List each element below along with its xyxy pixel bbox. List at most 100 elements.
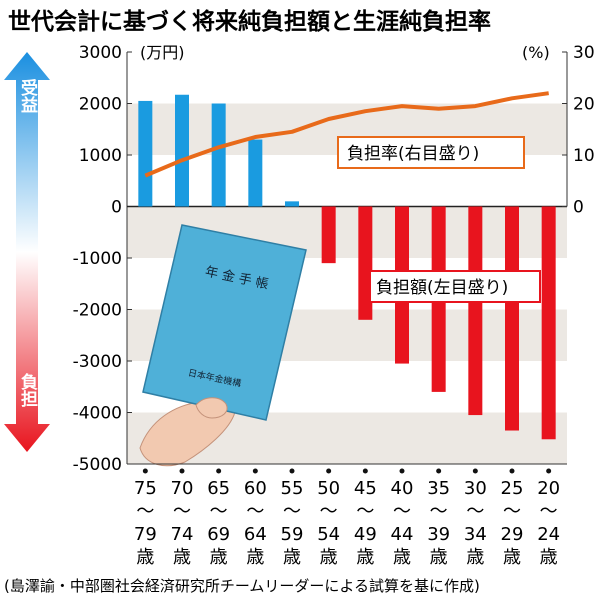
bar xyxy=(321,206,336,264)
category-label: 25〜29歳 xyxy=(501,478,524,568)
category-dot xyxy=(472,468,478,474)
category-label-part: 29 xyxy=(501,524,524,545)
right-tick-label: 10 xyxy=(573,146,595,166)
left-tick-label: 1000 xyxy=(79,146,122,166)
category-label-part: 歳 xyxy=(173,547,191,568)
category-dot xyxy=(399,468,405,474)
left-tick-label: 3000 xyxy=(79,43,122,63)
left-tick-label: -4000 xyxy=(73,404,122,424)
category-label-part: 45 xyxy=(354,478,377,499)
category-label-part: 〜 xyxy=(466,501,484,522)
left-axis-unit: (万円) xyxy=(140,43,185,62)
right-axis: 30 20 10 0 xyxy=(562,43,595,218)
bar xyxy=(211,103,226,207)
left-axis: 3000 2000 1000 0 -1000 -2000 -3000 -4000 -5000 xyxy=(73,43,567,475)
category-dot xyxy=(509,468,515,474)
category-label-part: 34 xyxy=(464,524,487,545)
burden-bars xyxy=(138,94,556,440)
category-label: 65〜69歳 xyxy=(207,478,230,568)
category-label-part: 30 xyxy=(464,478,487,499)
category-label: 55〜59歳 xyxy=(281,478,304,568)
left-tick-label: 0 xyxy=(111,198,122,218)
category-label-part: 59 xyxy=(281,524,304,545)
left-tick-label: -1000 xyxy=(73,249,122,269)
benefit-burden-arrow xyxy=(4,52,50,452)
category-label-part: 25 xyxy=(501,478,524,499)
category-label-part: 70 xyxy=(171,478,194,499)
category-label-part: 〜 xyxy=(173,501,191,522)
category-label-part: 64 xyxy=(244,524,267,545)
category-label: 45〜49歳 xyxy=(354,478,377,568)
x-axis: 75〜79歳70〜74歳65〜69歳60〜64歳55〜59歳50〜54歳45〜4… xyxy=(127,463,567,568)
series-line xyxy=(144,91,549,178)
left-tick-label: -3000 xyxy=(73,352,122,372)
left-tick-label: 2000 xyxy=(79,95,122,115)
category-label-part: 〜 xyxy=(283,501,301,522)
category-label-part: 40 xyxy=(391,478,414,499)
bar xyxy=(541,206,556,440)
source-note: (島澤諭・中部圏社会経済研究所チームリーダーによる試算を基に作成) xyxy=(4,577,480,595)
category-label-part: 〜 xyxy=(210,501,228,522)
category-label-part: 39 xyxy=(427,524,450,545)
category-label: 30〜34歳 xyxy=(464,478,487,568)
category-dot xyxy=(179,468,185,474)
category-label-part: 歳 xyxy=(136,547,154,568)
category-label-part: 歳 xyxy=(246,547,264,568)
bar xyxy=(358,206,373,320)
line-callout-box xyxy=(337,136,525,169)
category-label-part: 〜 xyxy=(430,501,448,522)
category-label-part: 24 xyxy=(537,524,560,545)
grid-bands xyxy=(127,103,567,464)
category-dot xyxy=(216,468,222,474)
category-label-part: 20 xyxy=(537,478,560,499)
pension-passbook-illustration: 年 金 手 帳 日本年金機構 xyxy=(139,224,307,467)
category-dot xyxy=(326,468,332,474)
bar-callout-box xyxy=(369,270,541,303)
right-tick-label: 0 xyxy=(573,198,584,218)
benefit-label: 受益 xyxy=(17,78,38,113)
burden-rate-line xyxy=(144,91,549,178)
category-label-part: 35 xyxy=(427,478,450,499)
category-dot xyxy=(252,468,258,474)
category-label-part: 〜 xyxy=(540,501,558,522)
category-label-part: 〜 xyxy=(503,501,521,522)
category-dot xyxy=(436,468,442,474)
category-label-part: 50 xyxy=(317,478,340,499)
left-tick-label: -2000 xyxy=(73,301,122,321)
bar xyxy=(505,206,519,431)
bar-callout: 負担額(左目盛り) xyxy=(376,278,508,298)
left-tick-label: -5000 xyxy=(73,455,122,475)
category-label-part: 歳 xyxy=(503,547,521,568)
category-label: 40〜44歳 xyxy=(391,478,414,568)
category-label: 70〜74歳 xyxy=(171,478,194,568)
category-label-part: 歳 xyxy=(210,547,228,568)
category-label-part: 55 xyxy=(281,478,304,499)
category-label-part: 〜 xyxy=(393,501,411,522)
bar xyxy=(468,206,483,416)
category-dot xyxy=(142,468,148,474)
category-dot xyxy=(546,468,552,474)
bar xyxy=(285,201,299,207)
category-dot xyxy=(289,468,295,474)
burden-label: 負担 xyxy=(17,373,38,408)
category-label: 50〜54歳 xyxy=(317,478,340,568)
category-label-part: 歳 xyxy=(320,547,338,568)
category-label-part: 歳 xyxy=(466,547,484,568)
category-label-part: 60 xyxy=(244,478,267,499)
category-label-part: 〜 xyxy=(136,501,154,522)
category-label-part: 75 xyxy=(134,478,157,499)
category-label-part: 〜 xyxy=(320,501,338,522)
category-label-part: 79 xyxy=(134,524,157,545)
category-label-part: 74 xyxy=(171,524,194,545)
bar xyxy=(248,139,263,207)
category-label: 20〜24歳 xyxy=(537,478,560,568)
category-label-part: 〜 xyxy=(356,501,374,522)
line-callout: 負担率(右目盛り) xyxy=(347,144,479,164)
category-label: 75〜79歳 xyxy=(134,478,157,568)
chart-title: 世代会計に基づく将来純負担額と生涯純負担率 xyxy=(8,8,491,35)
category-label-part: 歳 xyxy=(283,547,301,568)
category-label-part: 歳 xyxy=(540,547,558,568)
bar xyxy=(138,100,153,207)
right-tick-label: 30 xyxy=(573,43,595,63)
category-label-part: 49 xyxy=(354,524,377,545)
